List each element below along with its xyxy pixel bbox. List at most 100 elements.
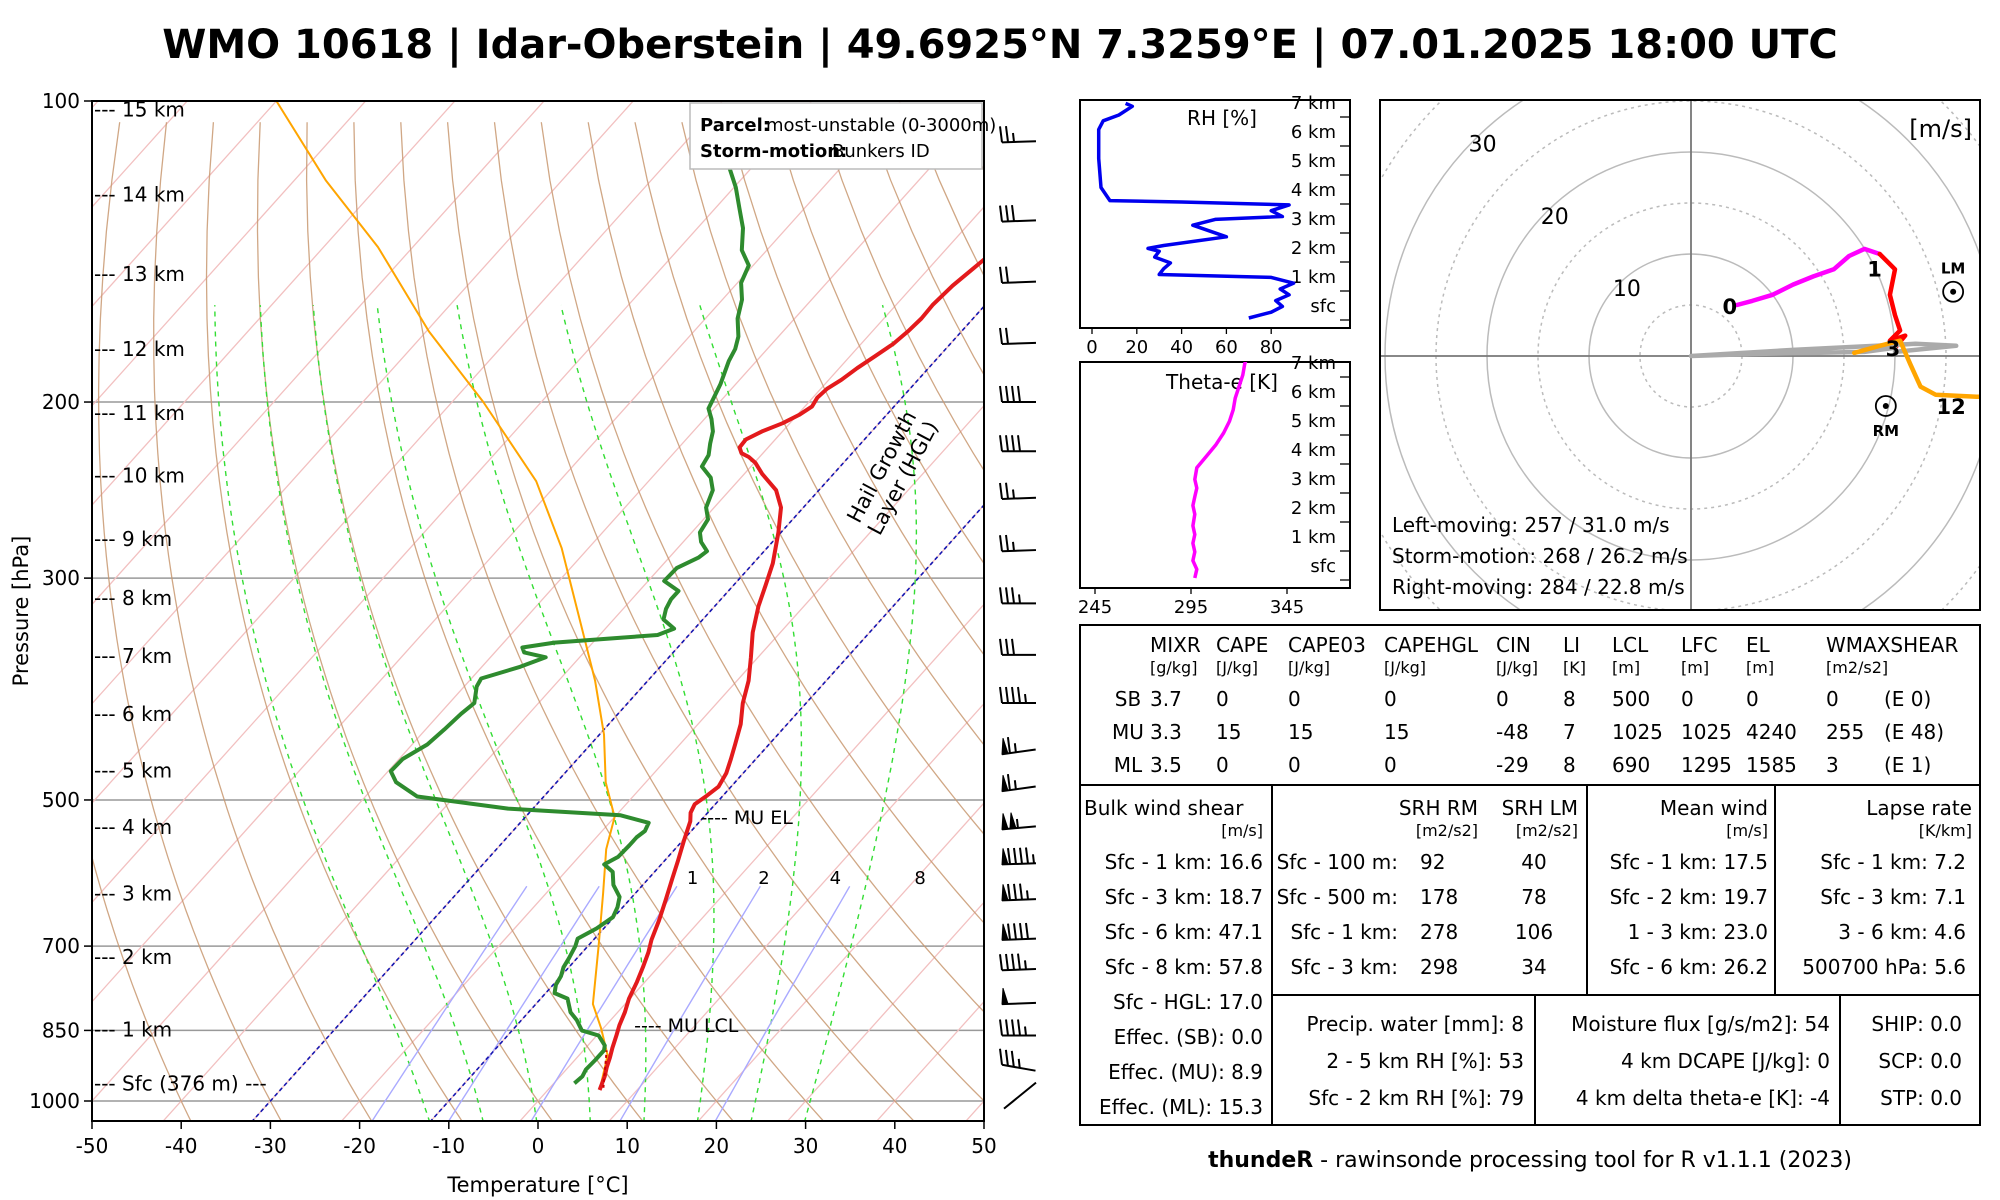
table-cell: 1025 (1681, 720, 1732, 744)
moist-adiabat-line (376, 305, 591, 1121)
isotherm-line (608, 702, 984, 1121)
storm-motion-marker (1874, 395, 1897, 417)
storm-motion-marker-dot (1950, 288, 1957, 295)
wind-barb-full (1006, 736, 1011, 754)
dry-adiabat-line (493, 122, 984, 1102)
thetae-panel: Theta-e [K] sfc 1 km 2 km 3 km 4 km 5 km 6 km 7… (1078, 353, 1351, 618)
wind-barb-flag (1001, 775, 1009, 792)
hodograph-ring-label: 30 (1469, 133, 1497, 158)
wind-barb-full (1005, 686, 1009, 704)
height-label: --- 15 km (94, 98, 185, 122)
mixing-ratio-line (371, 885, 528, 1121)
rh-series-group (1096, 101, 1296, 320)
wind-barb (999, 534, 1037, 553)
table-header: CAPE (1216, 633, 1268, 657)
wind-barb-full (1005, 435, 1009, 452)
bulk-shear-row: Sfc - 1 km: 16.6 (1105, 850, 1263, 874)
dry-adiabat-line (634, 122, 984, 836)
wind-barb (1001, 987, 1037, 1006)
table-content: MIXR[g/kg]CAPE[J/kg]CAPE03[J/kg]CAPEHGL[… (1084, 633, 1972, 1119)
thetae-height-label: 5 km (1291, 411, 1336, 432)
wind-barb-half (1017, 1058, 1021, 1069)
hodo-right-moving: Right-moving: 284 / 22.8 m/s (1392, 575, 1685, 599)
hodograph-ring-label: 20 (1541, 205, 1569, 230)
storm-motion-marker (1942, 280, 1965, 303)
rh-x-tick-label: 80 (1260, 337, 1283, 358)
bulk-shear-row: Sfc - HGL: 17.0 (1113, 990, 1263, 1014)
wind-barb-full (1005, 385, 1009, 403)
wind-barb-full (999, 385, 1003, 403)
mean-wind-row: Sfc - 1 km: 17.5 (1610, 850, 1768, 874)
wind-barb-full (1012, 883, 1017, 900)
table-cell: 0 (1216, 687, 1229, 711)
mixing-ratio-label: 8 (914, 868, 925, 889)
table-cell: 8 (1563, 753, 1576, 777)
wind-barb (1001, 812, 1036, 831)
wind-barb (1003, 1081, 1037, 1110)
dry-adiabat-line (446, 122, 915, 1121)
isotherm-line (697, 802, 984, 1121)
isotherm-line (92, 101, 278, 308)
wind-barb-full (1004, 1049, 1009, 1066)
moisture-row: Precip. water [mm]: 8 (1307, 1012, 1525, 1036)
temperature-tick-label: -20 (343, 1134, 376, 1158)
srh-lm-value: 40 (1521, 850, 1546, 874)
index-row: STP: 0.0 (1880, 1086, 1962, 1110)
footer-credit: thundeR - rawinsonde processing tool for… (1208, 1148, 1852, 1173)
table-cell: 0 (1746, 687, 1759, 711)
pressure-tick-label: 700 (42, 934, 80, 958)
moisture2-row: Moisture flux [g/s/m2]: 54 (1571, 1012, 1830, 1036)
table-unit: [J/kg] (1384, 658, 1426, 677)
rh-height-label: 2 km (1291, 238, 1336, 259)
mean-wind-row: Sfc - 6 km: 26.2 (1610, 955, 1768, 979)
hodograph-series-line (1734, 246, 1882, 308)
wind-barb-full (1011, 638, 1015, 656)
wind-barb-flag (1009, 812, 1017, 830)
srh-lm-header: SRH LM (1502, 796, 1578, 820)
height-label: --- 11 km (94, 401, 185, 425)
isotherm-line (786, 901, 984, 1121)
bulk-shear-title: Bulk wind shear (1084, 796, 1244, 820)
height-label: --- 7 km (94, 644, 172, 668)
lapse-rate-row: 500700 hPa: 5.6 (1802, 955, 1966, 979)
table-unit: [g/kg] (1150, 658, 1197, 677)
wind-barb-flag (1001, 738, 1009, 755)
table-unit: [m] (1746, 658, 1774, 677)
temperature-tick-label: -40 (165, 1134, 198, 1158)
wind-barb-full (1005, 205, 1009, 222)
wind-barb-shaft (1003, 1081, 1037, 1110)
wind-barb-full (1005, 266, 1009, 283)
storm-motion-value: Bunkers ID (832, 141, 930, 162)
mu-el-label: ---- MU EL (700, 807, 793, 829)
wind-barb-full (1017, 385, 1021, 403)
wind-barb (1001, 922, 1037, 941)
table-cell: 0 (1216, 753, 1229, 777)
wind-barb-full (1005, 482, 1009, 499)
hodograph-series-line (1877, 251, 1908, 351)
height-label: --- 9 km (94, 527, 172, 551)
table-unit: [J/kg] (1288, 658, 1330, 677)
pressure-tick-label: 500 (42, 788, 80, 812)
thetae-height-label: 2 km (1291, 498, 1336, 519)
skewt-xlabel: Temperature [°C] (446, 1173, 628, 1197)
wind-barb-full (999, 1019, 1003, 1036)
table-cell-extra: (E 48) (1884, 720, 1944, 744)
dry-adiabat-line (774, 122, 984, 565)
wind-barb-full (1018, 923, 1023, 940)
moisture-row: Sfc - 2 km RH [%]: 79 (1308, 1086, 1524, 1110)
wind-barb (999, 482, 1037, 500)
temperature-tick-label: 20 (704, 1134, 729, 1158)
hodo-storm-motion: Storm-motion: 268 / 26.2 m/s (1392, 544, 1688, 568)
table-unit: [J/kg] (1216, 658, 1258, 677)
moist-adiabat-line (312, 305, 538, 1121)
srh-rm-value: 298 (1420, 955, 1458, 979)
rh-x-tick-label: 20 (1125, 337, 1148, 358)
hodograph-height-marker: 3 (1886, 337, 1901, 361)
srh-row-label: Sfc - 100 m: (1277, 850, 1398, 874)
height-label: --- 4 km (94, 815, 172, 839)
wind-barb-full (999, 266, 1003, 283)
table-header: EL (1746, 633, 1771, 657)
wind-barb (999, 385, 1036, 404)
